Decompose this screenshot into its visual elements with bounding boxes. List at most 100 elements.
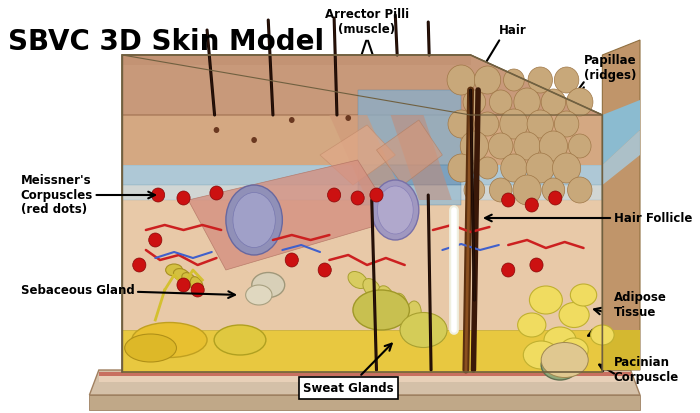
Ellipse shape xyxy=(559,302,589,328)
Ellipse shape xyxy=(502,193,514,207)
Text: Pacinian
Corpuscle: Pacinian Corpuscle xyxy=(614,356,679,384)
Ellipse shape xyxy=(393,293,407,315)
Ellipse shape xyxy=(549,191,562,205)
Polygon shape xyxy=(603,40,640,370)
Polygon shape xyxy=(603,100,640,165)
Ellipse shape xyxy=(251,137,257,143)
Ellipse shape xyxy=(570,284,596,306)
Polygon shape xyxy=(122,185,603,200)
Ellipse shape xyxy=(289,117,295,123)
Text: SBVC 3D Skin Model: SBVC 3D Skin Model xyxy=(8,28,323,56)
Ellipse shape xyxy=(148,233,162,247)
Ellipse shape xyxy=(568,177,592,203)
Ellipse shape xyxy=(174,268,190,281)
Ellipse shape xyxy=(378,286,394,306)
Ellipse shape xyxy=(190,277,203,293)
Text: Arrector Pilli
(muscle): Arrector Pilli (muscle) xyxy=(325,8,409,36)
Polygon shape xyxy=(603,330,640,370)
Ellipse shape xyxy=(448,110,475,138)
Ellipse shape xyxy=(377,186,413,234)
Ellipse shape xyxy=(560,338,588,362)
Polygon shape xyxy=(358,90,461,165)
Ellipse shape xyxy=(151,188,164,202)
Ellipse shape xyxy=(549,349,581,372)
Ellipse shape xyxy=(214,127,219,133)
Polygon shape xyxy=(122,55,603,115)
Polygon shape xyxy=(188,160,396,270)
Ellipse shape xyxy=(133,258,146,272)
Ellipse shape xyxy=(514,132,540,160)
Ellipse shape xyxy=(463,90,486,114)
Polygon shape xyxy=(90,370,640,395)
Ellipse shape xyxy=(328,188,341,202)
Ellipse shape xyxy=(476,112,499,136)
Polygon shape xyxy=(122,330,603,372)
Ellipse shape xyxy=(530,258,543,272)
Ellipse shape xyxy=(351,191,364,205)
Ellipse shape xyxy=(477,157,498,179)
Ellipse shape xyxy=(226,185,282,255)
Ellipse shape xyxy=(552,351,577,368)
Polygon shape xyxy=(391,115,452,200)
Ellipse shape xyxy=(514,88,540,116)
Ellipse shape xyxy=(125,334,176,362)
Ellipse shape xyxy=(591,325,614,345)
Polygon shape xyxy=(122,165,603,330)
Ellipse shape xyxy=(475,66,500,94)
Ellipse shape xyxy=(568,134,591,158)
Polygon shape xyxy=(99,372,631,376)
Ellipse shape xyxy=(447,65,475,95)
Ellipse shape xyxy=(529,286,562,314)
Ellipse shape xyxy=(503,69,524,91)
Text: Papillae
(ridges): Papillae (ridges) xyxy=(584,54,636,82)
Ellipse shape xyxy=(500,109,528,139)
Ellipse shape xyxy=(348,271,368,289)
Ellipse shape xyxy=(552,153,581,183)
Ellipse shape xyxy=(517,313,546,337)
Text: Hair Follicle: Hair Follicle xyxy=(485,211,692,225)
Text: Sweat Glands: Sweat Glands xyxy=(303,344,393,394)
Ellipse shape xyxy=(372,180,419,240)
Polygon shape xyxy=(122,115,603,165)
Ellipse shape xyxy=(527,110,554,138)
Ellipse shape xyxy=(556,354,573,366)
Ellipse shape xyxy=(400,313,447,347)
Ellipse shape xyxy=(500,154,527,182)
Ellipse shape xyxy=(545,346,584,375)
Ellipse shape xyxy=(370,188,383,202)
Text: Hair: Hair xyxy=(499,24,526,36)
Ellipse shape xyxy=(318,263,331,277)
Polygon shape xyxy=(603,130,640,185)
Ellipse shape xyxy=(489,178,512,202)
Ellipse shape xyxy=(448,154,475,182)
Text: Meissner's
Corpuscles
(red dots): Meissner's Corpuscles (red dots) xyxy=(21,173,155,216)
Ellipse shape xyxy=(132,323,207,358)
Ellipse shape xyxy=(542,178,565,202)
Ellipse shape xyxy=(246,285,272,305)
Ellipse shape xyxy=(541,342,588,377)
Polygon shape xyxy=(122,165,603,185)
Polygon shape xyxy=(320,125,396,185)
Ellipse shape xyxy=(566,88,593,116)
Polygon shape xyxy=(99,376,631,382)
Ellipse shape xyxy=(526,153,554,183)
Ellipse shape xyxy=(489,133,513,159)
Ellipse shape xyxy=(541,350,579,380)
Ellipse shape xyxy=(539,131,568,161)
Ellipse shape xyxy=(252,273,285,297)
Ellipse shape xyxy=(554,111,579,137)
Text: Adipose
Tissue: Adipose Tissue xyxy=(614,291,666,319)
Ellipse shape xyxy=(502,263,514,277)
Ellipse shape xyxy=(177,191,190,205)
Polygon shape xyxy=(330,115,405,200)
Ellipse shape xyxy=(214,325,266,355)
Ellipse shape xyxy=(345,115,351,121)
Polygon shape xyxy=(377,120,442,185)
Ellipse shape xyxy=(513,175,541,205)
Polygon shape xyxy=(358,165,461,185)
Ellipse shape xyxy=(166,264,183,276)
Ellipse shape xyxy=(210,186,223,200)
Ellipse shape xyxy=(554,67,579,93)
Ellipse shape xyxy=(489,90,512,114)
Ellipse shape xyxy=(464,179,484,201)
